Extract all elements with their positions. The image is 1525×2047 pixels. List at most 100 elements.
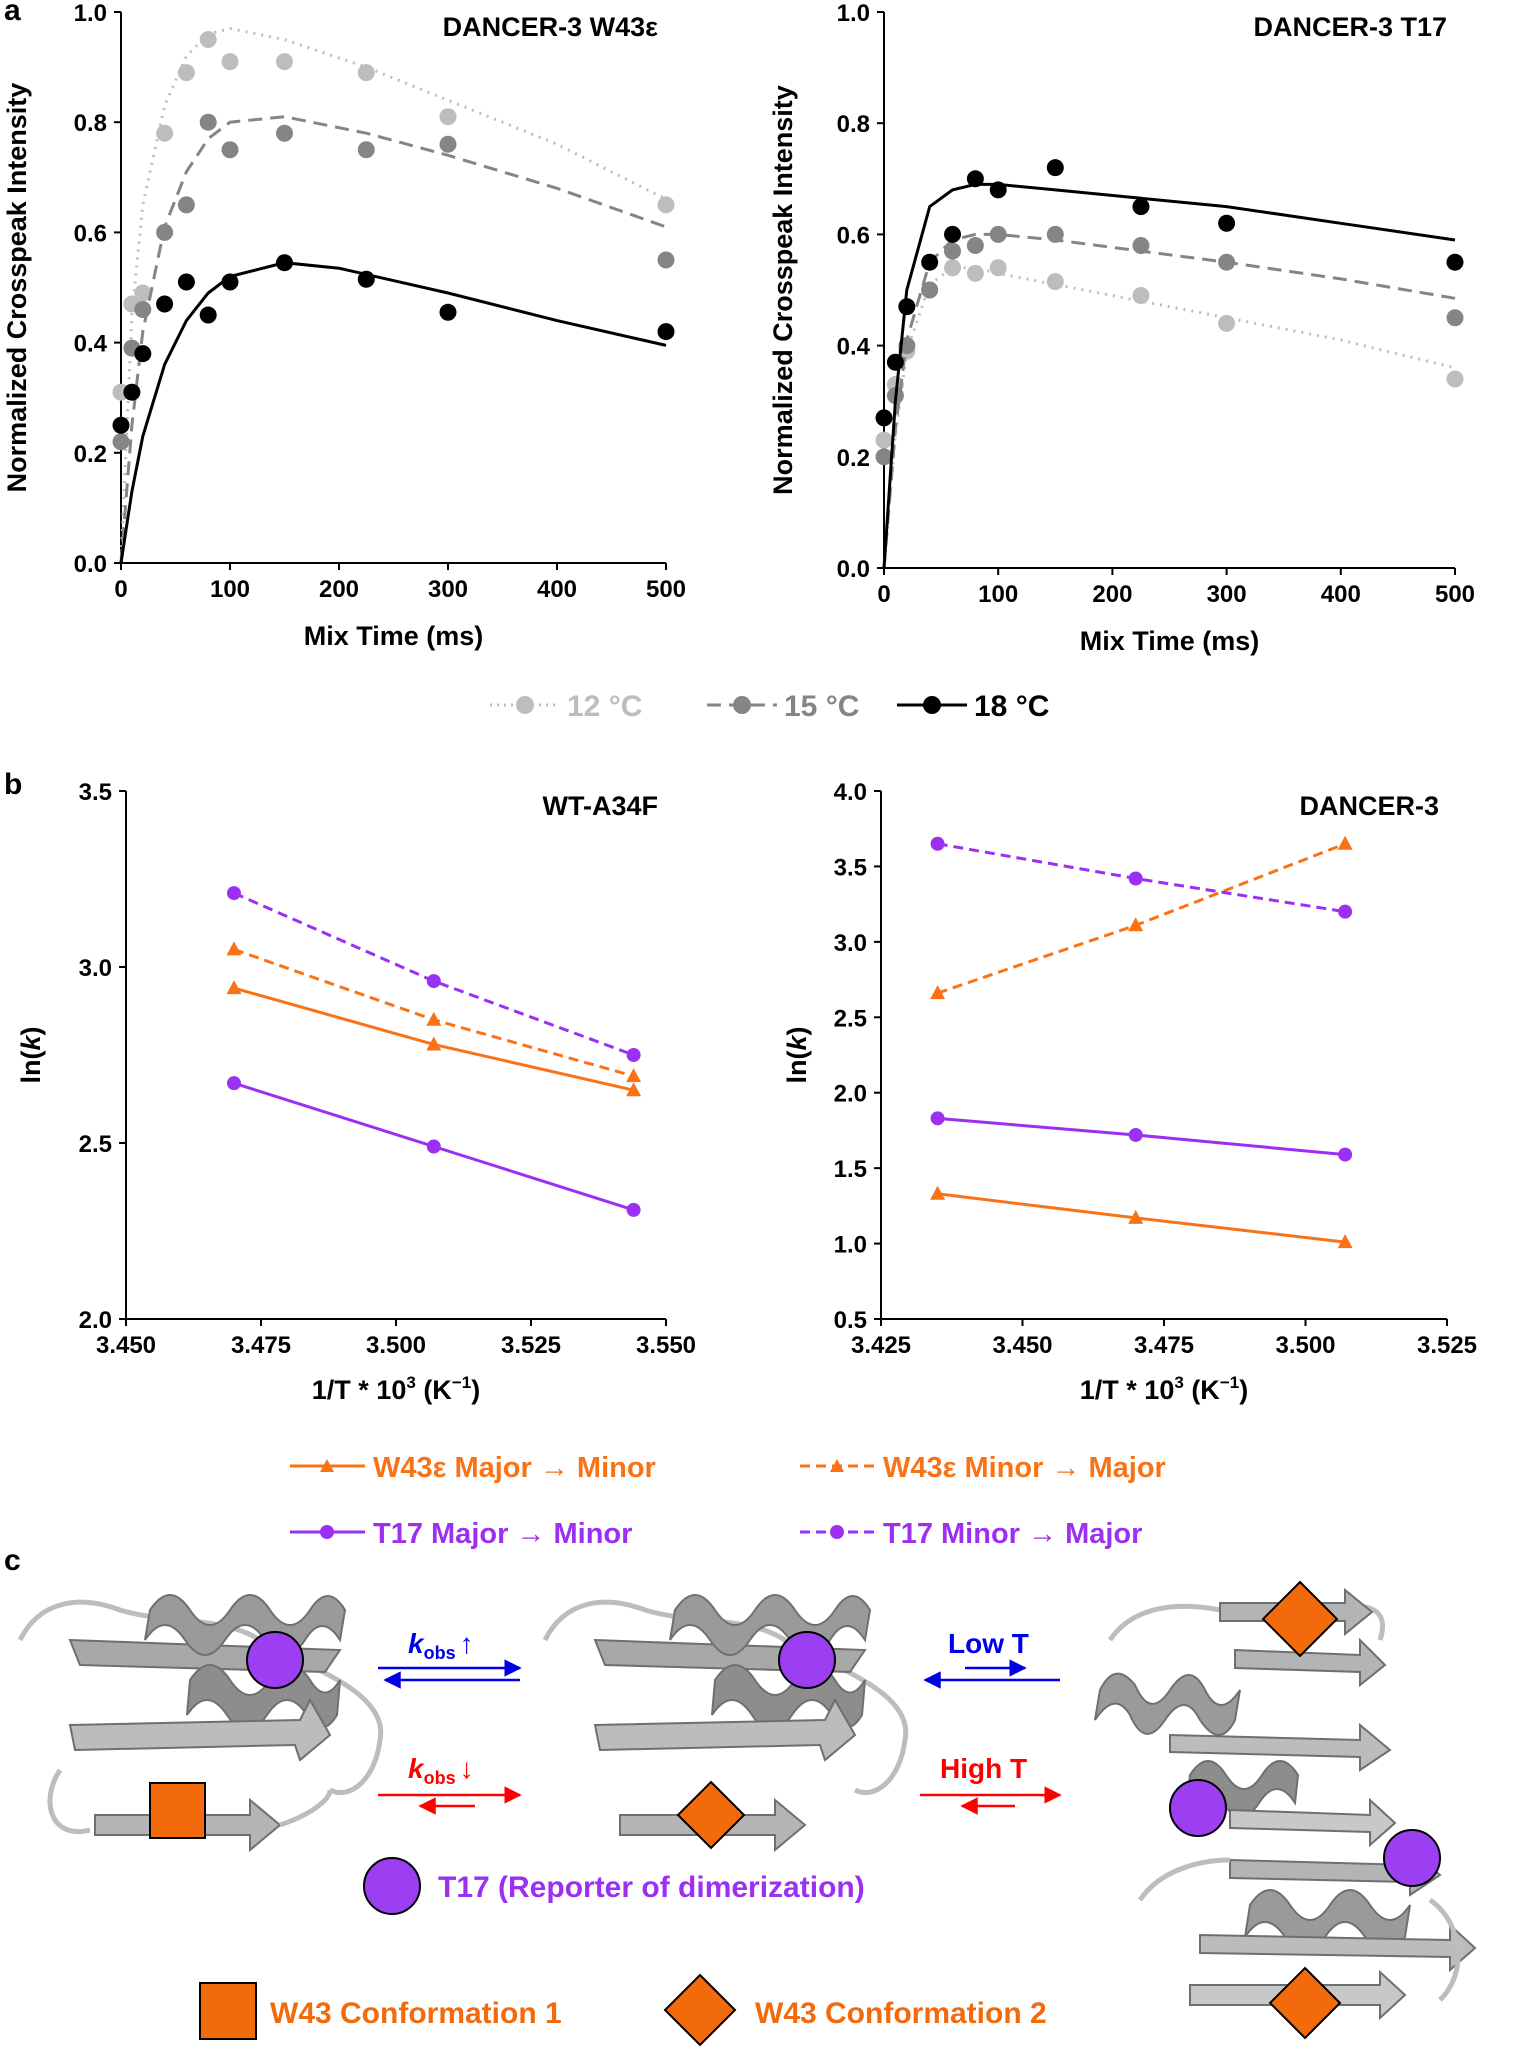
legend-label: 15 °C (784, 690, 859, 723)
fit-line (119, 26, 667, 564)
series-2 (227, 1076, 641, 1217)
x-tick-label: 3.475 (1134, 1332, 1194, 1359)
data-point (898, 298, 916, 316)
x-axis-title-part: −1 (1220, 1373, 1239, 1392)
legend-b-w43-minor-major: W43ε Minor → Major (800, 1452, 1166, 1484)
w43-conformation2-marker-dimer-bottom (1268, 1966, 1342, 2040)
x-axis-title-part: (K (1184, 1375, 1220, 1405)
y-tick-label: 0.4 (74, 331, 108, 358)
x-tick-label: 3.525 (501, 1332, 561, 1359)
data-point (134, 284, 152, 302)
legend-label: 12 °C (567, 690, 642, 723)
t17-marker-circle (778, 1631, 836, 1689)
equilibrium-kobs-up: kobs ↑ (378, 1628, 522, 1689)
data-point (1128, 1127, 1143, 1142)
data-point (921, 253, 939, 271)
x-tick-label: 0 (877, 581, 890, 608)
data-point (875, 409, 893, 427)
y-tick-label: 0.0 (74, 551, 107, 578)
data-point (276, 124, 293, 142)
data-point (1338, 904, 1353, 919)
series-1 (226, 941, 642, 1083)
data-point (626, 1082, 642, 1097)
data-point (1337, 835, 1353, 850)
series-1 (112, 113, 675, 564)
y-tick-label: 0.4 (837, 334, 871, 361)
t17-marker-circle-dimer-1 (1169, 1779, 1227, 1837)
x-tick-label: 100 (978, 581, 1018, 608)
data-point (966, 264, 984, 282)
chart-title: DANCER-3 (1299, 791, 1439, 821)
series-line (937, 1192, 1346, 1244)
series-1 (930, 835, 1353, 1000)
data-point (227, 886, 241, 901)
t17-marker-circle (246, 1631, 304, 1689)
data-point (134, 301, 152, 319)
data-point (177, 64, 195, 82)
legend-b-t17-major-minor: T17 Major → Minor (290, 1518, 632, 1550)
x-axis-title: Mix Time (ms) (1080, 626, 1260, 656)
data-point (276, 53, 293, 71)
y-axis-title-part: k (782, 1034, 812, 1051)
y-tick-label: 3.5 (79, 779, 112, 806)
data-point (226, 980, 242, 995)
x-axis-title-part: 1/T * 10 (312, 1375, 407, 1405)
x-tick-label: 3.425 (851, 1332, 911, 1359)
x-tick-label: 300 (428, 576, 468, 603)
y-axis-title-part: ) (782, 1026, 812, 1035)
data-point (930, 1185, 946, 1200)
equilibrium-low-t: Low T (923, 1628, 1060, 1689)
data-point (426, 974, 441, 989)
x-tick-label: 3.525 (1417, 1332, 1477, 1359)
chart-title: DANCER-3 T17 (1253, 12, 1447, 42)
x-axis-title: 1/T * 103 (K−1) (1080, 1373, 1248, 1405)
x-tick-label: 500 (1435, 581, 1475, 608)
legend-a-12: 12 °C (490, 690, 642, 723)
data-point (177, 196, 195, 214)
data-point (1338, 1147, 1353, 1162)
data-point (626, 1068, 642, 1083)
x-axis-title-part: 3 (1174, 1373, 1183, 1392)
chart-a1: 0 100 200 300 400 500 0.0 0.2 0.4 0.6 0.8 1.0 DANCER… (2, 0, 686, 651)
series-3 (930, 836, 1353, 919)
data-point (1128, 917, 1144, 932)
y-tick-label: 0.5 (834, 1307, 867, 1334)
x-axis-title-part: −1 (452, 1373, 471, 1392)
legend-marker (830, 1525, 844, 1539)
fit-line (119, 115, 667, 564)
y-tick-label: 4.0 (834, 779, 867, 806)
x-axis-title: 1/T * 103 (K−1) (312, 1373, 480, 1405)
series-3 (227, 886, 641, 1062)
data-point (1218, 314, 1236, 332)
x-axis-title-part: 1/T * 10 (1080, 1375, 1175, 1405)
y-tick-label: 0.8 (74, 110, 107, 137)
x-axis-title-part: ) (471, 1375, 480, 1405)
data-point (156, 295, 174, 313)
legend-label: T17 Major → Minor (373, 1518, 632, 1550)
x-axis-title-part: 3 (406, 1373, 415, 1392)
y-tick-label: 2.5 (834, 1005, 867, 1032)
data-point (112, 433, 130, 451)
data-point (1446, 253, 1464, 271)
legend-marker (733, 696, 751, 714)
data-point (134, 345, 152, 363)
chart-a2: 0 100 200 300 400 500 0.0 0.2 0.4 0.6 0.8 1.0 DANCER… (768, 0, 1475, 656)
data-point (1218, 214, 1236, 232)
data-point (426, 1139, 441, 1154)
legend-marker (923, 696, 941, 714)
data-point (357, 64, 375, 82)
legend-conf2-diamond (663, 1973, 737, 2047)
data-point (221, 273, 239, 291)
legend-marker (516, 696, 534, 714)
low-t-label: Low T (948, 1628, 1029, 1659)
y-axis-title-part: ln( (16, 1051, 46, 1084)
y-tick-label: 1.5 (834, 1156, 867, 1183)
w43-conformation2-marker (676, 1780, 746, 1850)
data-point (227, 1076, 241, 1091)
legend-conf1-square (199, 1982, 257, 2040)
equilibrium-high-t: High T (920, 1753, 1062, 1815)
data-point (357, 141, 375, 159)
data-point (875, 448, 893, 466)
x-tick-label: 400 (537, 576, 577, 603)
data-point (626, 1202, 641, 1217)
